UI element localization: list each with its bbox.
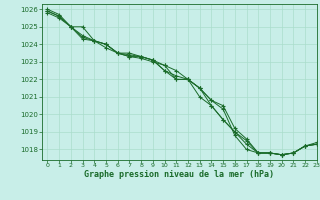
X-axis label: Graphe pression niveau de la mer (hPa): Graphe pression niveau de la mer (hPa) xyxy=(84,170,274,179)
